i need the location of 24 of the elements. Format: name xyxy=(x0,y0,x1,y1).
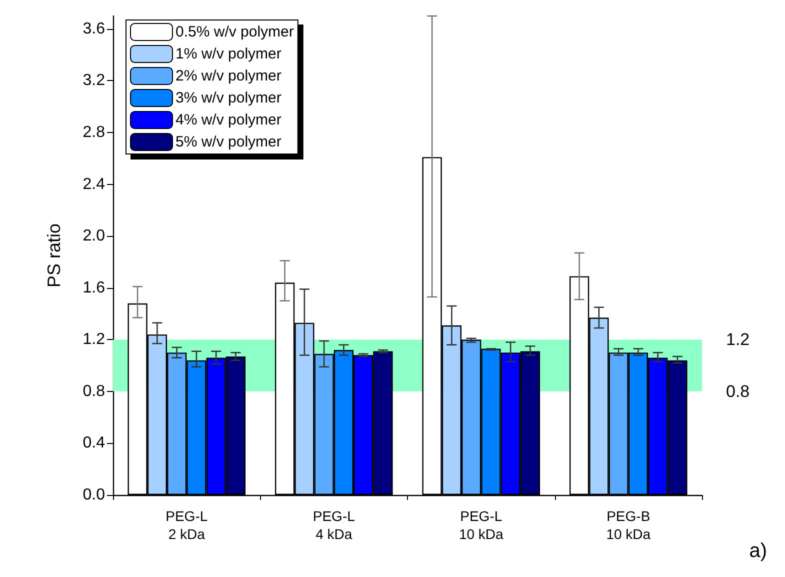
y-tick-label: 3.6 xyxy=(82,20,106,38)
x-tick-label: PEG-L 4 kDa xyxy=(312,508,356,542)
y-tick-label: 1.2 xyxy=(82,331,106,348)
y-tick-label: 0.8 xyxy=(82,382,106,400)
legend-label: 5% w/v polymer xyxy=(176,134,282,150)
legend-label: 2% w/v polymer xyxy=(176,68,282,84)
legend-label: 1% w/v polymer xyxy=(176,46,282,62)
text: a) xyxy=(749,540,768,562)
y-tick-label: 2.0 xyxy=(82,228,106,245)
y-tick-label: 3.2 xyxy=(82,72,106,90)
y-tick-label: 2.4 xyxy=(82,176,106,193)
y-tick-label: 2.8 xyxy=(82,124,106,142)
y-axis-title: PS ratio xyxy=(44,223,64,288)
x-tick-label: PEG-L 10 kDa xyxy=(458,508,504,542)
y-tick-label: 0.4 xyxy=(82,434,106,452)
x-tick-label: PEG-L 2 kDa xyxy=(166,508,208,542)
legend-label: 0.5% w/v polymer xyxy=(176,24,294,40)
legend-label: 4% w/v polymer xyxy=(176,112,282,128)
y2-tick-label: 1.2 xyxy=(726,330,750,350)
y2-tick-label: 0.8 xyxy=(726,382,750,401)
y-tick-label: 1.6 xyxy=(82,279,106,296)
x-tick-label: PEG-B 10 kDa xyxy=(606,508,651,542)
legend-label: 3% w/v polymer xyxy=(176,90,282,106)
y-tick-label: 0.0 xyxy=(82,486,106,504)
